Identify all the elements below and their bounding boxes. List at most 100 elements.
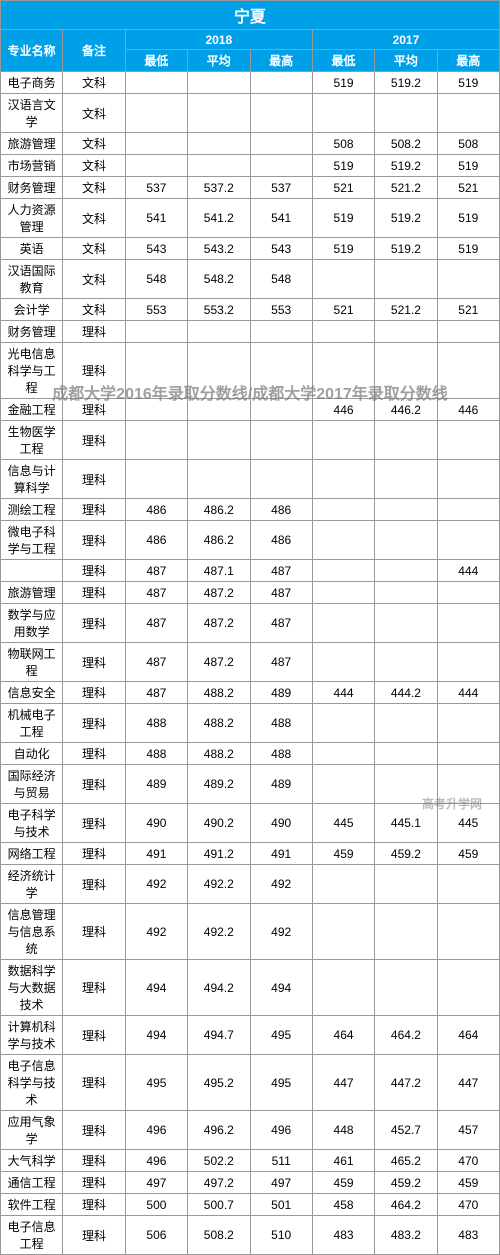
cell-note: 理科 — [63, 560, 125, 582]
cell-e: 519.2 — [375, 72, 437, 94]
cell-e — [375, 521, 437, 560]
cell-b: 497.2 — [188, 1172, 250, 1194]
cell-e: 446.2 — [375, 399, 437, 421]
cell-d — [312, 321, 374, 343]
cell-a: 489 — [125, 765, 187, 804]
cell-b: 548.2 — [188, 260, 250, 299]
cell-e — [375, 960, 437, 1016]
cell-name: 人力资源管理 — [1, 199, 63, 238]
cell-e — [375, 321, 437, 343]
cell-e — [375, 94, 437, 133]
cell-d — [312, 260, 374, 299]
table-row: 生物医学工程理科 — [1, 421, 500, 460]
cell-note: 理科 — [63, 343, 125, 399]
cell-e — [375, 904, 437, 960]
cell-note: 理科 — [63, 904, 125, 960]
cell-d — [312, 499, 374, 521]
table-row: 财务管理理科 — [1, 321, 500, 343]
col-header-note: 备注 — [63, 30, 125, 72]
cell-d — [312, 765, 374, 804]
cell-b — [188, 399, 250, 421]
table-row: 计算机科学与技术理科494494.7495464464.2464 — [1, 1016, 500, 1055]
col-header-avg2: 平均 — [375, 50, 437, 72]
col-header-year2: 2017 — [312, 30, 499, 50]
cell-b: 494.7 — [188, 1016, 250, 1055]
cell-note: 理科 — [63, 421, 125, 460]
cell-f — [437, 521, 499, 560]
cell-c — [250, 72, 312, 94]
cell-f: 459 — [437, 843, 499, 865]
col-header-year1: 2018 — [125, 30, 312, 50]
cell-e: 464.2 — [375, 1016, 437, 1055]
cell-name: 数学与应用数学 — [1, 604, 63, 643]
cell-f: 519 — [437, 155, 499, 177]
cell-name: 应用气象学 — [1, 1111, 63, 1150]
cell-a: 496 — [125, 1111, 187, 1150]
cell-name: 财务管理 — [1, 321, 63, 343]
table-row: 物联网工程理科487487.2487 — [1, 643, 500, 682]
cell-b: 494.2 — [188, 960, 250, 1016]
cell-b — [188, 421, 250, 460]
cell-c: 486 — [250, 521, 312, 560]
cell-name: 信息安全 — [1, 682, 63, 704]
table-row: 自动化理科488488.2488 — [1, 743, 500, 765]
table-row: 信息安全理科487488.2489444444.2444 — [1, 682, 500, 704]
cell-d — [312, 94, 374, 133]
cell-e: 445.1 — [375, 804, 437, 843]
cell-e: 483.2 — [375, 1216, 437, 1255]
cell-c — [250, 421, 312, 460]
cell-b — [188, 94, 250, 133]
cell-name: 旅游管理 — [1, 582, 63, 604]
cell-name: 信息管理与信息系统 — [1, 904, 63, 960]
cell-f — [437, 704, 499, 743]
cell-c: 543 — [250, 238, 312, 260]
table-title: 宁夏 — [1, 1, 500, 30]
cell-f: 445 — [437, 804, 499, 843]
cell-name: 汉语国际教育 — [1, 260, 63, 299]
cell-d: 448 — [312, 1111, 374, 1150]
cell-note: 理科 — [63, 582, 125, 604]
cell-name: 电子信息工程 — [1, 1216, 63, 1255]
cell-b: 488.2 — [188, 743, 250, 765]
cell-d: 521 — [312, 299, 374, 321]
cell-e — [375, 704, 437, 743]
table-row: 金融工程理科446446.2446 — [1, 399, 500, 421]
cell-f: 508 — [437, 133, 499, 155]
cell-d: 446 — [312, 399, 374, 421]
cell-a — [125, 421, 187, 460]
cell-b: 541.2 — [188, 199, 250, 238]
cell-name: 大气科学 — [1, 1150, 63, 1172]
col-header-avg1: 平均 — [188, 50, 250, 72]
cell-b: 492.2 — [188, 865, 250, 904]
cell-f: 519 — [437, 199, 499, 238]
cell-c: 488 — [250, 743, 312, 765]
cell-name: 自动化 — [1, 743, 63, 765]
cell-name: 微电子科学与工程 — [1, 521, 63, 560]
cell-c: 492 — [250, 904, 312, 960]
cell-note: 理科 — [63, 1111, 125, 1150]
cell-name: 数据科学与大数据技术 — [1, 960, 63, 1016]
cell-e — [375, 560, 437, 582]
cell-e — [375, 260, 437, 299]
cell-c: 494 — [250, 960, 312, 1016]
cell-c: 548 — [250, 260, 312, 299]
cell-e: 444.2 — [375, 682, 437, 704]
cell-note: 理科 — [63, 1016, 125, 1055]
cell-c: 495 — [250, 1055, 312, 1111]
cell-d: 444 — [312, 682, 374, 704]
cell-d: 445 — [312, 804, 374, 843]
cell-c — [250, 460, 312, 499]
cell-d: 459 — [312, 1172, 374, 1194]
cell-a: 537 — [125, 177, 187, 199]
cell-c — [250, 94, 312, 133]
cell-b — [188, 133, 250, 155]
cell-a: 487 — [125, 643, 187, 682]
cell-a: 492 — [125, 904, 187, 960]
cell-b: 543.2 — [188, 238, 250, 260]
cell-a: 492 — [125, 865, 187, 904]
table-row: 网络工程理科491491.2491459459.2459 — [1, 843, 500, 865]
cell-a: 490 — [125, 804, 187, 843]
cell-a: 487 — [125, 560, 187, 582]
table-row: 微电子科学与工程理科486486.2486 — [1, 521, 500, 560]
cell-c: 487 — [250, 582, 312, 604]
